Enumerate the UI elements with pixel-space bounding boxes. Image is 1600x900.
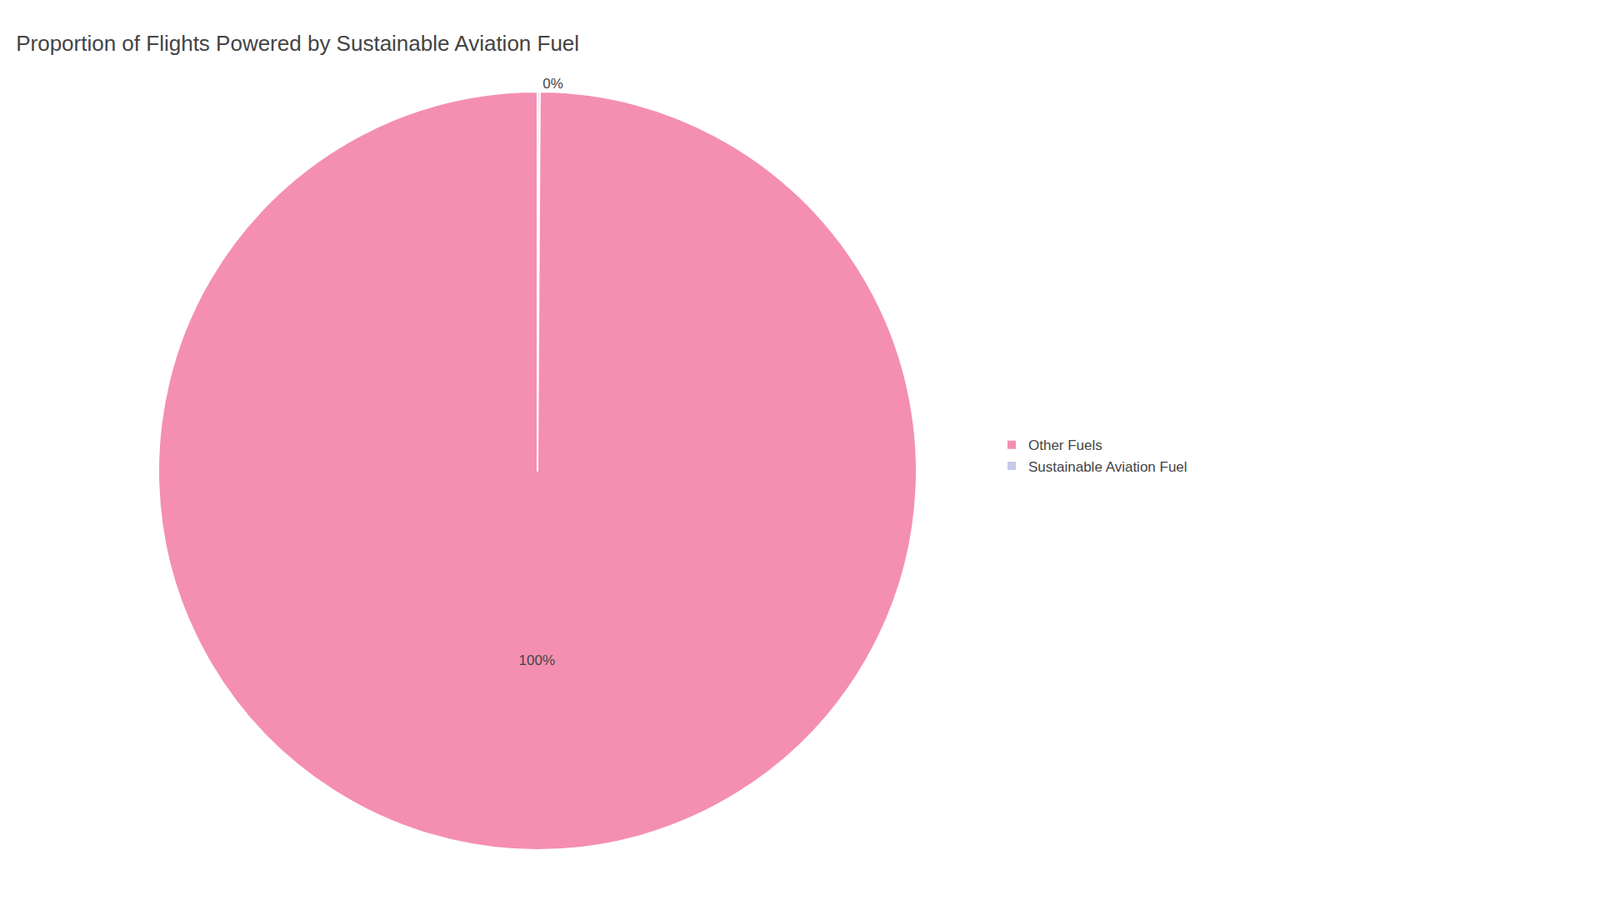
svg-text:Other Fuels: Other Fuels bbox=[1028, 437, 1103, 454]
svg-text:Sustainable Aviation Fuel: Sustainable Aviation Fuel bbox=[1028, 459, 1188, 475]
svg-text:0%: 0% bbox=[542, 75, 564, 92]
svg-text:Proportion of Flights Powered: Proportion of Flights Powered by Sustain… bbox=[15, 30, 580, 56]
svg-text:100%: 100% bbox=[519, 652, 555, 669]
